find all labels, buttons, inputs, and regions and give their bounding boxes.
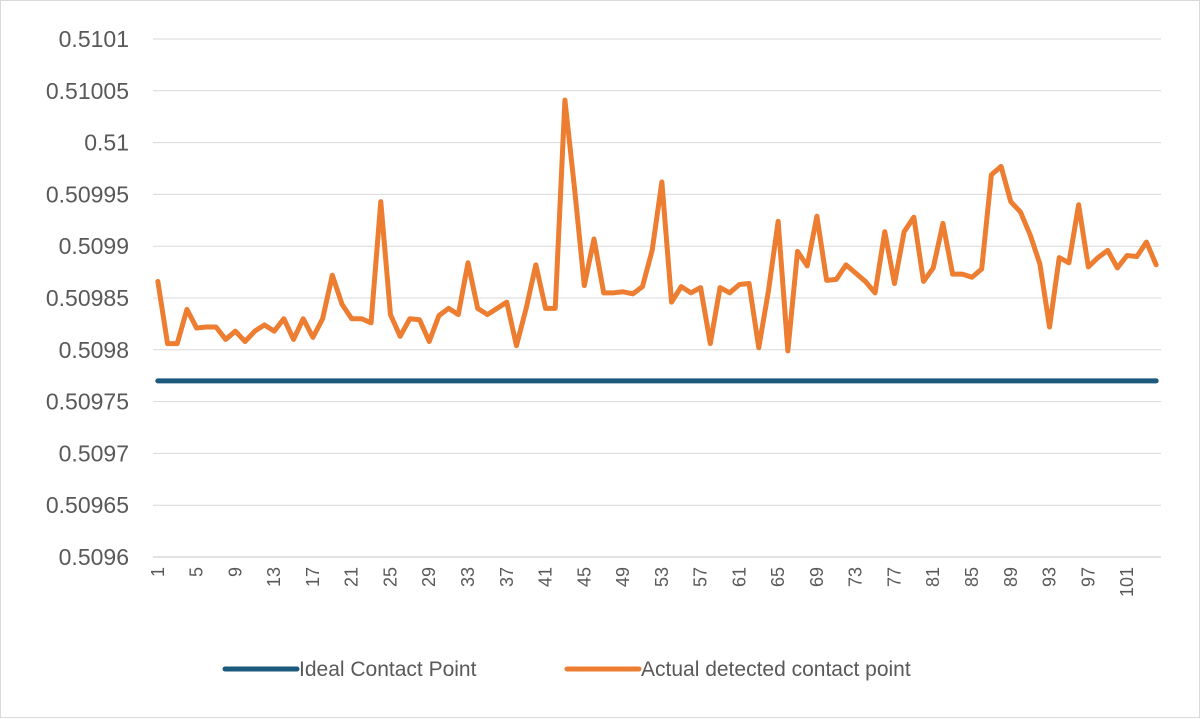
x-tick-label: 97 xyxy=(1078,567,1098,587)
x-tick-label: 89 xyxy=(1001,567,1021,587)
x-tick-label: 21 xyxy=(342,567,362,587)
legend: Ideal Contact Point Actual detected cont… xyxy=(222,658,911,681)
x-tick-label: 85 xyxy=(962,567,982,587)
x-tick-label: 77 xyxy=(884,567,904,587)
x-tick-label: 5 xyxy=(187,567,207,577)
x-tick-label: 17 xyxy=(303,567,323,587)
x-tick-label: 25 xyxy=(380,567,400,587)
x-tick-label: 73 xyxy=(846,567,866,587)
series-line-actual-detected-contact-point xyxy=(155,97,1159,354)
x-tick-label: 93 xyxy=(1040,567,1060,587)
x-tick-label: 41 xyxy=(536,567,556,587)
y-tick-label: 0.50965 xyxy=(46,492,129,518)
x-tick-label: 61 xyxy=(729,567,749,587)
y-tick-label: 0.5101 xyxy=(59,26,129,52)
x-tick-label: 9 xyxy=(225,567,245,577)
y-tick-label: 0.50975 xyxy=(46,389,129,415)
x-tick-label: 33 xyxy=(458,567,478,587)
x-tick-label: 57 xyxy=(691,567,711,587)
y-tick-label: 0.5096 xyxy=(59,544,129,570)
x-tick-label: 53 xyxy=(652,567,672,587)
legend-label-actual-detected-contact-point: Actual detected contact point xyxy=(641,658,911,681)
x-tick-label: 69 xyxy=(807,567,827,587)
y-tick-label: 0.50985 xyxy=(46,285,129,311)
x-tick-label: 1 xyxy=(148,567,168,577)
y-tick-label: 0.51005 xyxy=(46,78,129,104)
x-axis-tick-labels: 1 5 9 13 17 21 25 29 33 37 41 45 49 53 57 61 65 69 73 77 81 8… xyxy=(148,567,1137,597)
y-tick-label: 0.5097 xyxy=(59,440,129,466)
y-tick-label: 0.5099 xyxy=(59,233,129,259)
x-tick-label: 49 xyxy=(613,567,633,587)
y-tick-label: 0.51 xyxy=(84,130,129,156)
x-tick-label: 101 xyxy=(1117,567,1137,597)
x-tick-label: 81 xyxy=(923,567,943,587)
y-axis-tick-labels: 0.5096 0.50965 0.5097 0.50975 0.5098 0.50985 0… xyxy=(46,26,129,570)
x-tick-label: 65 xyxy=(768,567,788,587)
x-tick-label: 37 xyxy=(497,567,517,587)
y-tick-label: 0.5098 xyxy=(59,337,129,363)
x-tick-label: 29 xyxy=(419,567,439,587)
legend-label-ideal-contact-point: Ideal Contact Point xyxy=(299,658,477,681)
series-lines xyxy=(155,97,1159,384)
y-tick-label: 0.50995 xyxy=(46,181,129,207)
x-tick-label: 13 xyxy=(264,567,284,587)
x-tick-label: 45 xyxy=(574,567,594,587)
gridlines xyxy=(153,38,1161,506)
